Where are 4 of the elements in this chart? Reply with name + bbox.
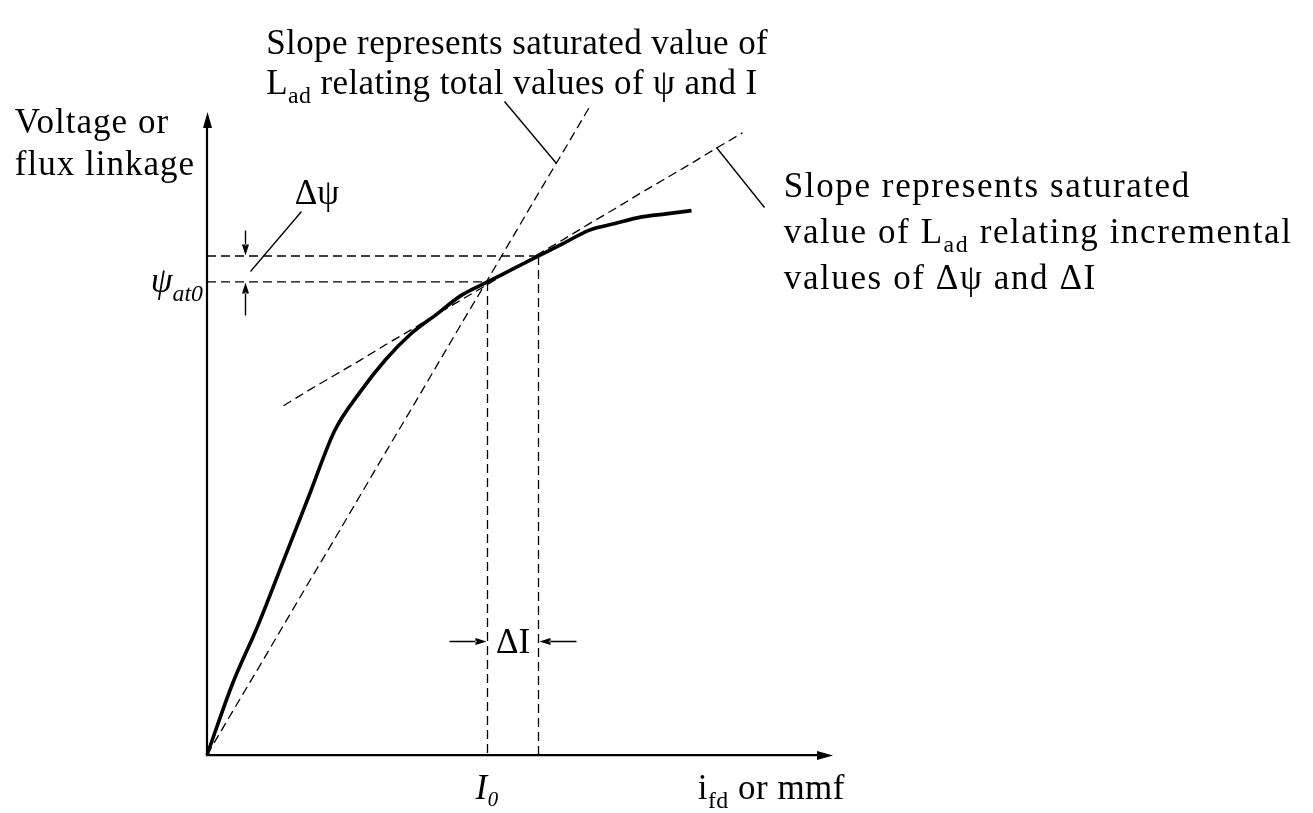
text: I₀: [474, 768, 500, 807]
annotation: Δψ: [294, 173, 340, 213]
y-axis-title: Voltage or flux linkage: [14, 102, 196, 183]
annotation: ΔI: [495, 622, 531, 661]
